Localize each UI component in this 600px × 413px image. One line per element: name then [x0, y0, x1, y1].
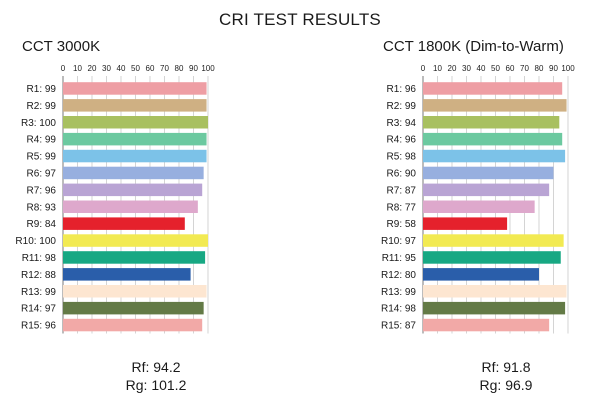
right-x-tick-label: 20 [448, 64, 457, 73]
left-category-label: R8: 93 [27, 202, 57, 213]
left-bar [63, 251, 206, 264]
right-category-label: R7: 87 [387, 185, 417, 196]
right-x-tick-label: 0 [421, 64, 426, 73]
right-bar [423, 166, 554, 180]
left-bar [63, 116, 208, 129]
right-category-label: R11: 95 [382, 253, 417, 264]
left-x-tick-label: 30 [102, 64, 111, 73]
right-x-tick-label: 70 [520, 64, 529, 73]
right-bar [423, 116, 560, 129]
left-category-label: R12: 88 [21, 270, 56, 281]
left-bar [63, 285, 207, 298]
right-category-label: R14: 98 [381, 304, 416, 315]
left-category-label: R11: 98 [22, 253, 57, 264]
right-category-label: R5: 98 [387, 152, 417, 163]
right-category-label: R2: 99 [387, 101, 417, 112]
left-category-label: R5: 99 [27, 152, 57, 163]
left-stats: Rf: 94.2 Rg: 101.2 [96, 358, 216, 394]
right-x-tick-label: 50 [491, 64, 500, 73]
left-x-tick-label: 10 [73, 64, 82, 73]
right-category-label: R15: 87 [381, 321, 416, 332]
right-x-tick-label: 60 [506, 64, 515, 73]
right-x-tick-label: 90 [549, 64, 558, 73]
left-bar-chart: 0 10 20 30 40 50 60 70 80 90 100 R1: 99 R2: 99 R3: 10… [15, 64, 215, 334]
left-bar [63, 200, 198, 213]
right-bar [423, 318, 550, 332]
right-category-label: R9: 58 [387, 219, 417, 230]
right-bar [423, 82, 563, 95]
right-bar [423, 301, 566, 315]
left-bar [63, 132, 207, 146]
left-x-tick-label: 60 [146, 64, 155, 73]
right-x-tick-label: 40 [477, 64, 486, 73]
right-category-label: R10: 97 [381, 236, 416, 247]
right-bar [423, 217, 508, 230]
right-category-label: R8: 77 [387, 202, 417, 213]
left-bar [63, 318, 203, 332]
right-bar [423, 285, 567, 298]
left-bar [63, 301, 204, 315]
left-rf-value: Rf: 94.2 [131, 359, 181, 375]
chart-main-title: CRI TEST RESULTS [219, 10, 381, 29]
left-x-tick-label: 20 [88, 64, 97, 73]
left-x-tick-label: 70 [160, 64, 169, 73]
left-category-label: R15: 96 [21, 321, 56, 332]
left-category-label: R2: 99 [27, 101, 57, 112]
left-category-label: R14: 97 [21, 304, 56, 315]
left-x-tick-label: 80 [175, 64, 184, 73]
right-bar [423, 200, 535, 213]
left-category-label: R3: 100 [21, 118, 56, 129]
left-bar [63, 149, 207, 163]
right-bar [423, 251, 561, 264]
right-bar [423, 268, 539, 281]
left-x-tick-label: 0 [61, 64, 66, 73]
left-category-label: R1: 99 [27, 84, 57, 95]
right-category-label: R4: 96 [387, 135, 417, 146]
right-category-label: R12: 80 [381, 270, 416, 281]
left-bar [63, 234, 208, 247]
left-x-tick-label: 90 [189, 64, 198, 73]
right-panel-title: CCT 1800K (Dim-to-Warm) [383, 38, 564, 55]
left-category-label: R7: 96 [27, 185, 57, 196]
left-x-tick-label: 100 [201, 64, 215, 73]
right-category-label: R13: 99 [381, 287, 416, 298]
right-bar-chart: 0 10 20 30 40 50 60 70 80 90 100 R1: 96 R2: 99 R3: 94… [381, 64, 575, 334]
left-category-label: R4: 99 [27, 135, 57, 146]
left-x-tick-label: 50 [131, 64, 140, 73]
right-bar [423, 183, 550, 197]
right-category-label: R3: 94 [387, 118, 417, 129]
left-category-label: R9: 84 [27, 219, 57, 230]
left-category-label: R10: 100 [15, 236, 56, 247]
left-bar [63, 166, 204, 180]
left-bar [63, 217, 185, 230]
left-bar [63, 268, 191, 281]
left-panel-title: CCT 3000K [22, 38, 101, 55]
right-x-tick-label: 10 [433, 64, 442, 73]
right-category-label: R6: 90 [387, 168, 417, 179]
right-x-tick-label: 80 [535, 64, 544, 73]
right-stats: Rf: 91.8 Rg: 96.9 [446, 358, 566, 394]
right-bar [423, 132, 563, 146]
left-bar [63, 82, 207, 95]
left-bar [63, 99, 207, 112]
right-rg-value: Rg: 96.9 [479, 377, 533, 393]
right-category-label: R1: 96 [387, 84, 417, 95]
left-category-label: R6: 97 [27, 168, 57, 179]
right-rf-value: Rf: 91.8 [481, 359, 531, 375]
right-bar [423, 149, 566, 163]
right-x-tick-label: 30 [462, 64, 471, 73]
right-bar [423, 234, 564, 247]
left-x-tick-label: 40 [117, 64, 126, 73]
right-x-tick-label: 100 [561, 64, 575, 73]
left-rg-value: Rg: 101.2 [125, 377, 187, 393]
right-bar [423, 99, 567, 112]
left-category-label: R13: 99 [21, 287, 56, 298]
left-bar [63, 183, 203, 197]
